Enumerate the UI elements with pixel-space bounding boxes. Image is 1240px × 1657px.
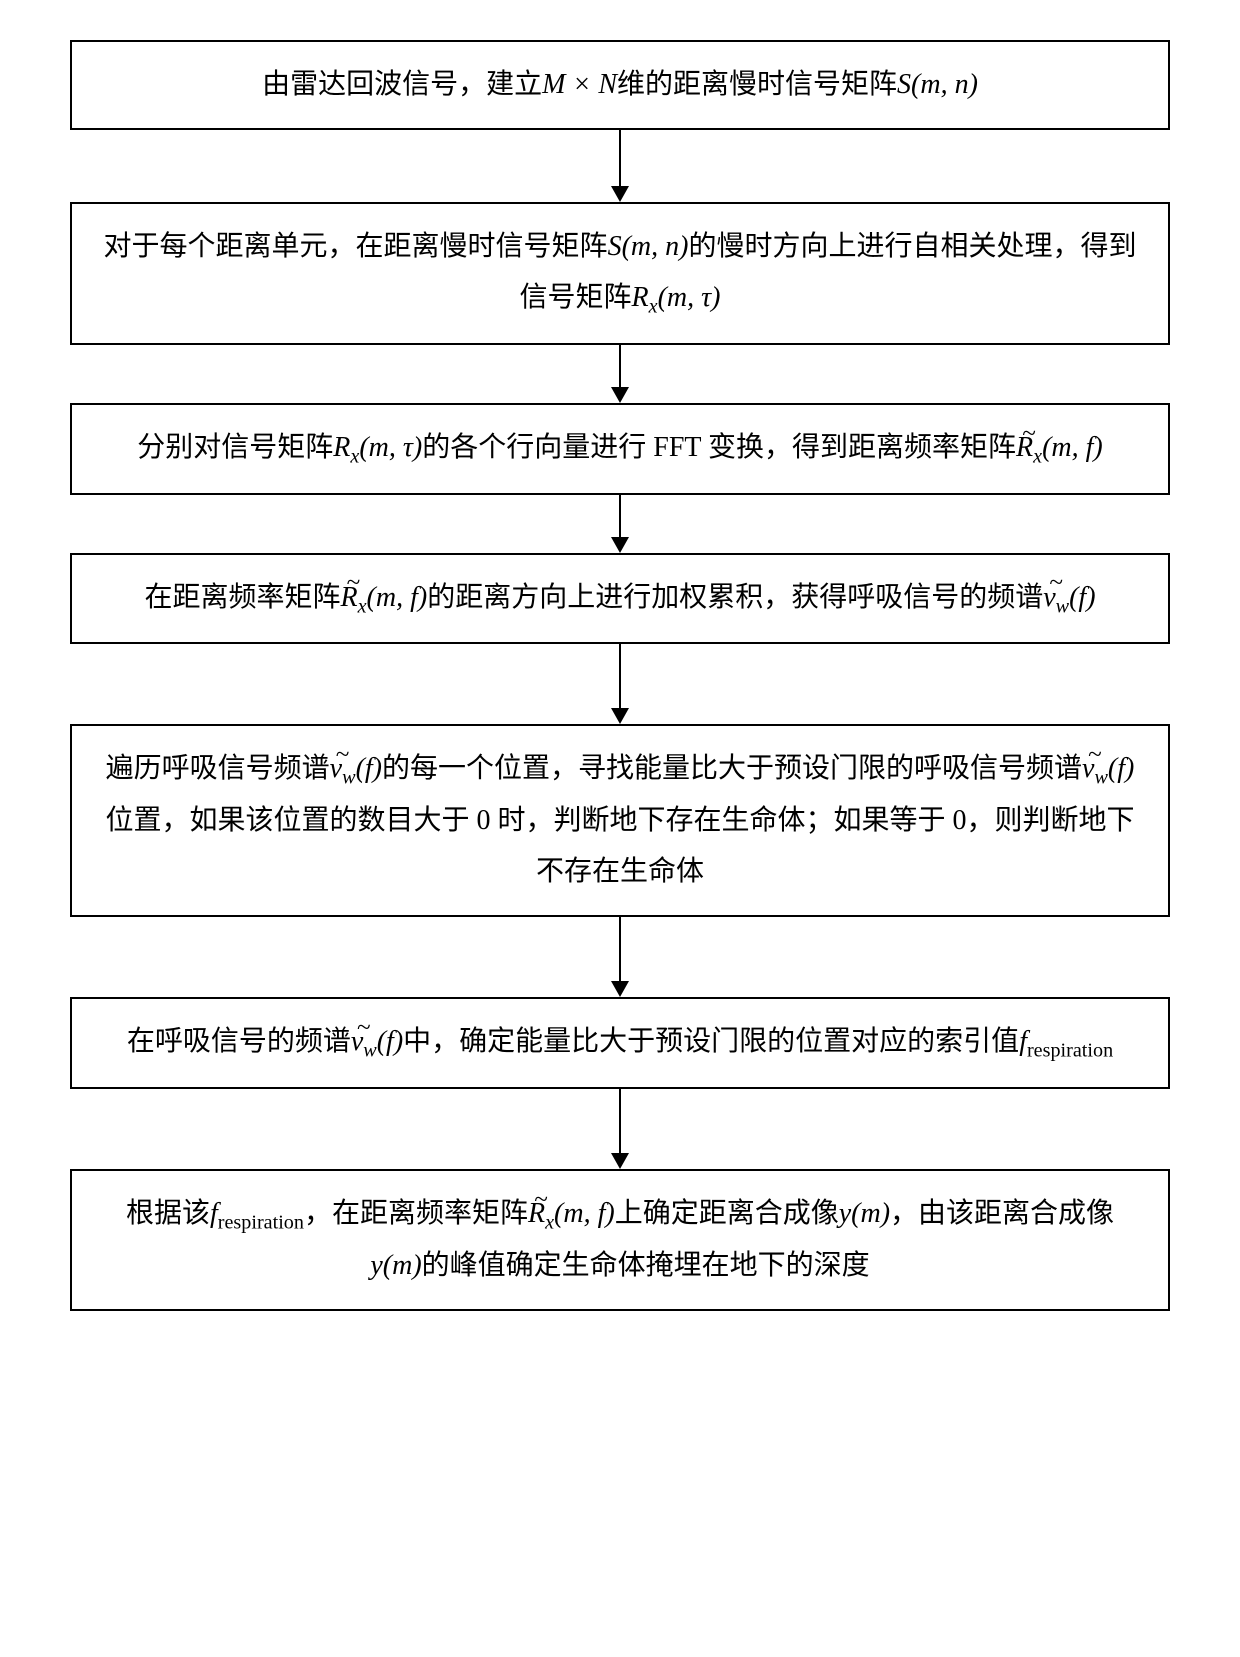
- flowchart-step-3: 分别对信号矩阵Rx(m, τ)的各个行向量进行 FFT 变换，得到距离频率矩阵R…: [70, 403, 1170, 495]
- flowchart-step-1: 由雷达回波信号，建立M × N维的距离慢时信号矩阵S(m, n): [70, 40, 1170, 130]
- arrow-down-icon: [611, 345, 629, 403]
- flowchart-step-7: 根据该frespiration，在距离频率矩阵Rx~(m, f)上确定距离合成像…: [70, 1169, 1170, 1311]
- flowchart-step-2: 对于每个距离单元，在距离慢时信号矩阵S(m, n)的慢时方向上进行自相关处理，得…: [70, 202, 1170, 344]
- arrow-down-icon: [611, 130, 629, 202]
- flowchart-step-6: 在呼吸信号的频谱vw~(f)中，确定能量比大于预设门限的位置对应的索引值fres…: [70, 997, 1170, 1089]
- arrow-down-icon: [611, 1089, 629, 1169]
- flowchart-step-5: 遍历呼吸信号频谱vw~(f)的每一个位置，寻找能量比大于预设门限的呼吸信号频谱v…: [70, 724, 1170, 917]
- flowchart-container: 由雷达回波信号，建立M × N维的距离慢时信号矩阵S(m, n) 对于每个距离单元…: [60, 40, 1180, 1311]
- arrow-down-icon: [611, 644, 629, 724]
- arrow-down-icon: [611, 917, 629, 997]
- arrow-down-icon: [611, 495, 629, 553]
- flowchart-step-4: 在距离频率矩阵Rx~(m, f)的距离方向上进行加权累积，获得呼吸信号的频谱vw…: [70, 553, 1170, 645]
